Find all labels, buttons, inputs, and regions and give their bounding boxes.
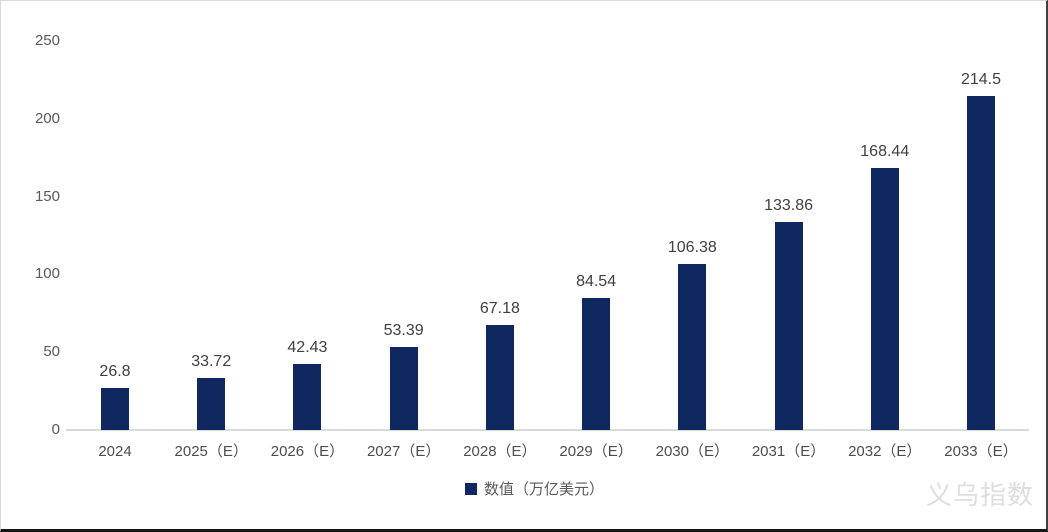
x-axis-tick-label: 2028（E） <box>463 443 537 460</box>
y-axis-tick-label: 200 <box>34 109 60 127</box>
legend-marker-icon <box>465 482 477 495</box>
x-axis-tick-label: 2033（E） <box>944 443 1018 460</box>
bar-value-label: 53.39 <box>383 321 424 339</box>
watermark: 义乌指数 <box>925 480 1034 510</box>
x-axis-tick-label: 2027（E） <box>366 443 441 460</box>
bar-2024 <box>101 388 129 430</box>
bar-value-label: 26.8 <box>99 363 131 381</box>
x-axis-line <box>66 429 1029 431</box>
bar-value-label: 168.44 <box>860 142 910 160</box>
bar-2028（E） <box>485 325 514 430</box>
bar-2025（E） <box>197 377 226 430</box>
bar-value-label: 42.43 <box>287 338 328 356</box>
bar-2029（E） <box>582 298 611 430</box>
bar-value-label: 33.72 <box>191 352 232 370</box>
bar-2030（E） <box>678 264 707 430</box>
bar-2027（E） <box>389 346 418 430</box>
x-axis-tick-label: 2032（E） <box>848 443 922 460</box>
y-axis-tick-label: 50 <box>43 343 60 361</box>
x-axis-tick-label: 2025（E） <box>174 443 248 460</box>
x-axis-tick-label: 2029（E） <box>559 443 633 460</box>
y-axis-tick-label: 0 <box>51 421 60 438</box>
bar-value-label: 67.18 <box>479 300 520 318</box>
x-axis-tick-label: 2030（E） <box>655 443 729 460</box>
y-axis-tick-label: 150 <box>34 187 60 205</box>
y-axis-tick-label: 250 <box>34 32 60 49</box>
bar-2033（E） <box>966 96 995 430</box>
bar-value-label: 133.86 <box>764 196 813 214</box>
x-axis-tick-label: 2031（E） <box>751 443 826 460</box>
bar-value-label: 106.38 <box>667 239 717 257</box>
bar-value-label: 84.54 <box>576 273 617 291</box>
bar-value-label: 214.5 <box>960 71 1001 89</box>
x-axis-tick-label: 2026（E） <box>270 443 345 460</box>
y-axis-tick-label: 100 <box>34 265 60 283</box>
bar-2031（E） <box>774 221 803 430</box>
legend-label: 数值（万亿美元） <box>484 481 605 498</box>
bar-2026（E） <box>293 363 322 430</box>
legend: 数值（万亿美元） <box>465 478 604 499</box>
x-axis-tick-label: 2024 <box>98 443 132 460</box>
bar-2032（E） <box>870 167 899 430</box>
